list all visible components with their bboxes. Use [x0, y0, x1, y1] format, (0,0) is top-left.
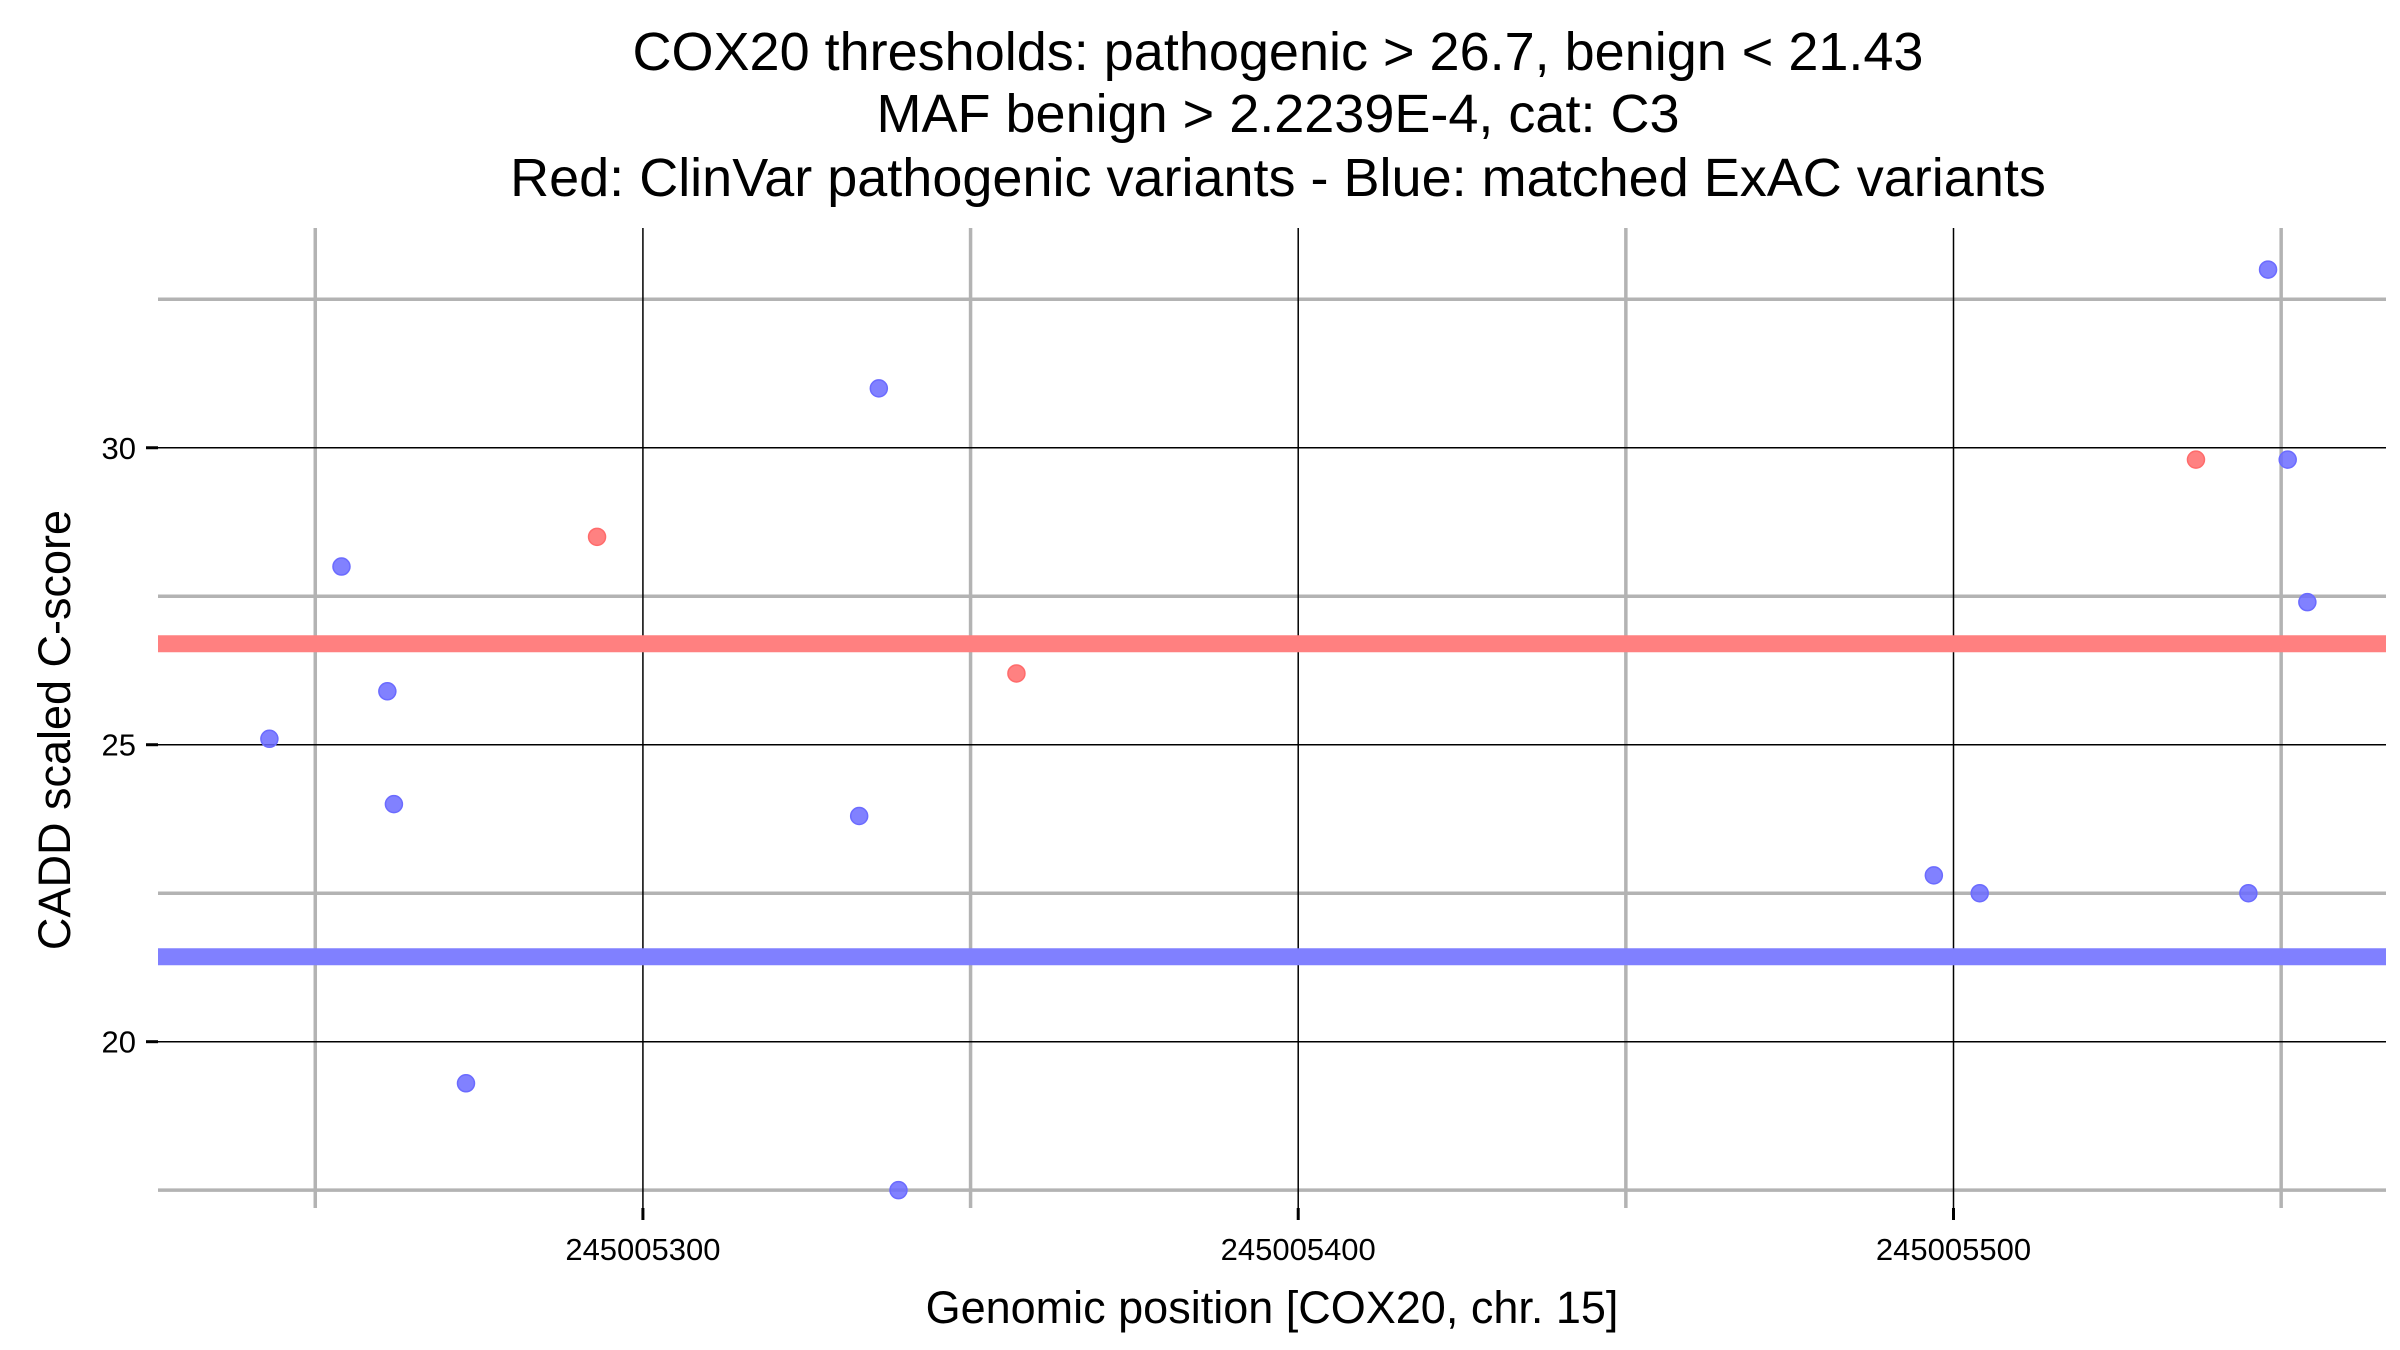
exac-point — [456, 1074, 476, 1093]
exac-point — [849, 806, 869, 826]
exac-point — [260, 729, 279, 749]
exac-point — [2278, 450, 2297, 469]
exac-point — [1924, 866, 1944, 885]
exac-point — [378, 682, 397, 701]
data-points — [260, 260, 2317, 1200]
x-tick-label: 245005400 — [1221, 1232, 1376, 1267]
major-grid — [158, 228, 2386, 1208]
exac-point — [2258, 260, 2278, 279]
x-axis-title: Genomic position [COX20, chr. 15] — [926, 1282, 1619, 1333]
exac-point — [2239, 883, 2258, 903]
chart-title: COX20 thresholds: pathogenic > 26.7, ben… — [510, 22, 2046, 208]
clinvar-point — [1007, 664, 1026, 683]
exac-point — [2298, 592, 2317, 612]
threshold-lines — [158, 635, 2386, 966]
axis-ticks — [146, 446, 1956, 1220]
y-tick-label: 30 — [102, 431, 136, 466]
x-tick-label: 245005500 — [1876, 1232, 2031, 1267]
tick-labels: 245005300 245005400 245005500 20 25 30 — [102, 431, 2032, 1267]
exac-point — [332, 557, 351, 576]
y-tick-label: 25 — [102, 728, 136, 763]
x-tick-label: 245005300 — [565, 1232, 720, 1267]
title-line-1: COX20 thresholds: pathogenic > 26.7, ben… — [633, 22, 1924, 82]
clinvar-point — [587, 527, 607, 547]
y-tick-label: 20 — [102, 1025, 136, 1060]
clinvar-point — [2186, 450, 2206, 469]
y-axis-title: CADD scaled C-score — [29, 510, 80, 950]
title-line-2: MAF benign > 2.2239E-4, cat: C3 — [877, 84, 1680, 144]
minor-grid — [158, 228, 2386, 1208]
exac-point — [1970, 883, 1989, 903]
exac-point — [869, 379, 889, 398]
exac-point — [384, 794, 404, 814]
title-line-3: Red: ClinVar pathogenic variants - Blue:… — [510, 148, 2046, 208]
exac-point — [889, 1180, 908, 1200]
